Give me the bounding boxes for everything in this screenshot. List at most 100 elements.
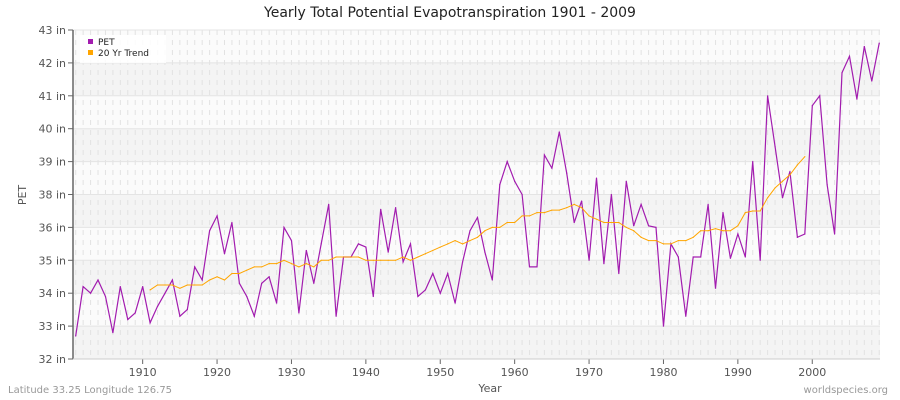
trend-point xyxy=(149,289,151,291)
pet-point xyxy=(737,233,739,235)
pet-point xyxy=(469,230,471,232)
pet-point xyxy=(112,332,114,334)
trend-point xyxy=(417,256,419,258)
pet-point xyxy=(328,203,330,205)
x-tick-label: 1990 xyxy=(724,366,752,379)
x-axis-label: Year xyxy=(477,382,502,395)
grid-band xyxy=(73,326,880,359)
trend-point xyxy=(454,239,456,242)
trend-point xyxy=(298,266,300,268)
pet-point xyxy=(380,208,382,210)
pet-point xyxy=(238,282,240,284)
trend-point xyxy=(253,266,255,268)
pet-point xyxy=(588,259,590,261)
pet-point xyxy=(551,167,553,169)
pet-point xyxy=(246,295,248,298)
legend-swatch xyxy=(88,39,93,44)
grid-band xyxy=(73,293,880,327)
trend-point xyxy=(469,239,471,242)
trend-point xyxy=(499,226,501,228)
pet-point xyxy=(89,292,92,294)
pet-point xyxy=(841,72,843,74)
pet-point xyxy=(677,256,679,258)
trend-point xyxy=(625,226,627,228)
x-tick-label: 1960 xyxy=(501,366,529,379)
pet-point xyxy=(603,262,605,265)
pet-point xyxy=(581,200,583,202)
trend-point xyxy=(171,284,174,286)
pet-point xyxy=(618,272,620,275)
trend-point xyxy=(365,259,367,261)
pet-point xyxy=(543,154,546,156)
trend-point xyxy=(647,239,650,242)
pet-point xyxy=(819,95,821,97)
pet-point xyxy=(662,325,665,327)
trend-point xyxy=(387,259,389,261)
trend-point xyxy=(707,230,709,232)
y-tick-label: 41 in xyxy=(38,90,66,103)
trend-point xyxy=(521,215,523,217)
pet-point xyxy=(647,225,650,227)
pet-point xyxy=(127,318,129,321)
trend-point xyxy=(744,211,746,214)
trend-point xyxy=(506,221,508,224)
pet-point xyxy=(722,211,724,214)
trend-point xyxy=(789,174,791,176)
trend-point xyxy=(603,221,605,224)
trend-point xyxy=(543,211,546,214)
trend-point xyxy=(320,259,322,261)
trend-point xyxy=(395,259,397,261)
pet-point xyxy=(261,282,263,284)
trend-point xyxy=(685,239,687,242)
pet-point xyxy=(484,251,486,253)
trend-point xyxy=(752,210,754,212)
trend-point xyxy=(156,284,159,286)
trend-point xyxy=(409,259,412,261)
trend-point xyxy=(424,253,426,255)
y-tick-label: 43 in xyxy=(38,24,66,37)
y-tick-label: 34 in xyxy=(38,287,66,300)
pet-point xyxy=(573,221,575,224)
pet-point xyxy=(714,287,717,289)
trend-point xyxy=(670,243,672,245)
pet-point xyxy=(156,305,159,307)
pet-point xyxy=(528,266,531,268)
grid-band xyxy=(73,95,880,129)
y-tick-label: 35 in xyxy=(38,254,66,267)
pet-point xyxy=(194,266,196,268)
trend-point xyxy=(484,230,486,232)
pet-point xyxy=(781,197,784,199)
legend-label: 20 Yr Trend xyxy=(98,49,149,59)
pet-point xyxy=(476,216,479,219)
trend-point xyxy=(223,279,226,281)
trend-point xyxy=(238,272,240,275)
y-tick-label: 38 in xyxy=(38,189,66,202)
pet-point xyxy=(633,225,635,227)
pet-point xyxy=(268,276,270,278)
pet-point xyxy=(216,215,218,217)
pet-point xyxy=(826,184,828,186)
footer-source: worldspecies.org xyxy=(803,385,888,396)
trend-point xyxy=(402,256,404,258)
trend-point xyxy=(581,207,583,209)
trend-point xyxy=(633,230,635,232)
trend-point xyxy=(551,209,553,211)
trend-point xyxy=(357,256,360,258)
pet-point xyxy=(811,105,813,107)
trend-point xyxy=(283,259,285,261)
trend-point xyxy=(261,266,263,268)
trend-point xyxy=(692,236,694,238)
pet-point xyxy=(558,131,560,133)
pet-point xyxy=(372,295,374,298)
pet-point xyxy=(253,315,255,317)
y-tick-label: 36 in xyxy=(38,221,66,234)
trend-point xyxy=(737,225,739,227)
trend-point xyxy=(305,262,307,265)
trend-point xyxy=(566,207,568,209)
pet-point xyxy=(447,272,449,275)
x-tick-label: 1970 xyxy=(575,366,603,379)
pet-point xyxy=(142,286,144,288)
pet-point xyxy=(223,253,226,255)
